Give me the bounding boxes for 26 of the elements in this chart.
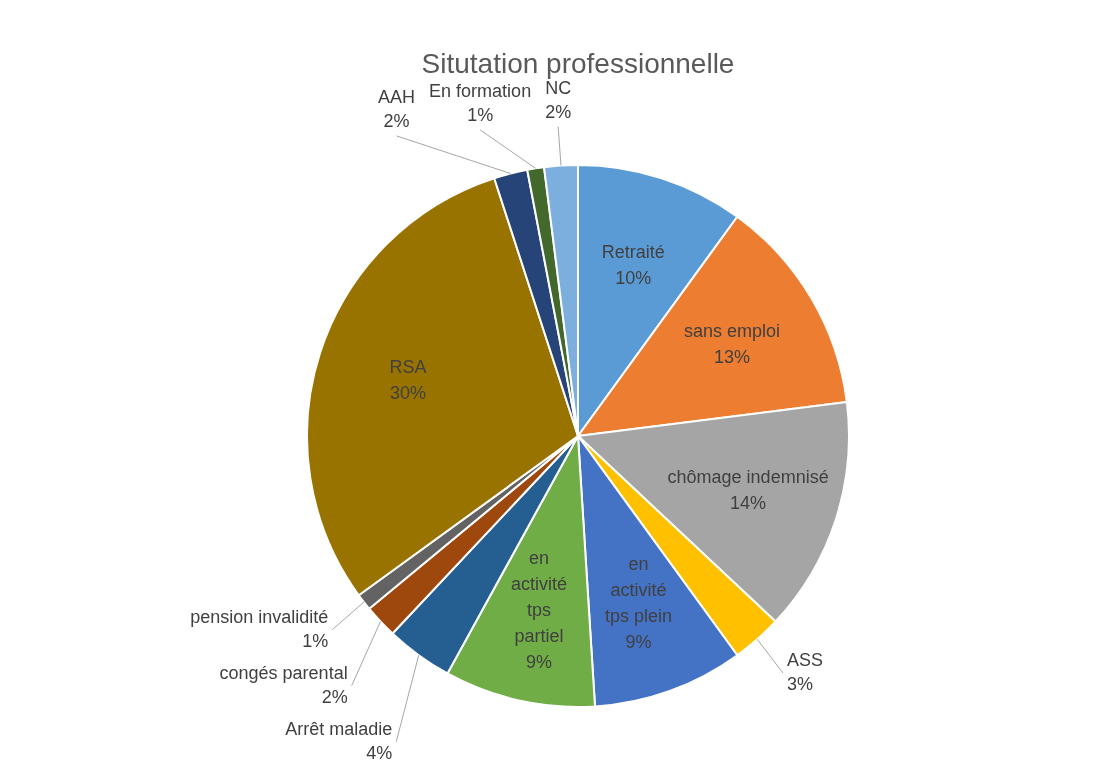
data-label: 2%: [321, 686, 348, 707]
slice-label: AAH: [378, 86, 416, 107]
data-label: 10%: [615, 267, 652, 288]
slice-label: en activité tps partiel: [510, 547, 567, 646]
slice-label: pension invalidité: [190, 606, 329, 627]
slice-label: Retraité: [601, 241, 665, 262]
data-label: 30%: [389, 382, 426, 403]
data-label: 1%: [302, 630, 329, 651]
chart-title: Situtation professionnelle: [421, 47, 735, 79]
slice-label: congés parental: [219, 662, 348, 683]
data-label: 13%: [713, 346, 750, 367]
data-label: 2%: [545, 101, 572, 122]
data-label: 1%: [467, 104, 494, 125]
slice-label: ASS: [786, 650, 824, 670]
slice-label: RSA: [389, 356, 427, 377]
data-label: 3%: [786, 674, 813, 694]
slice-label: chômage indemnisé: [667, 467, 829, 488]
slice-label: sans emploi: [683, 320, 780, 341]
data-label: 2%: [383, 110, 410, 131]
slice-label: en activité tps plein: [605, 554, 673, 627]
data-label: 4%: [366, 742, 393, 763]
data-label: 14%: [730, 493, 767, 514]
data-label: 9%: [625, 632, 652, 653]
data-label: 9%: [525, 651, 552, 672]
slice-label: Arrêt maladie: [285, 718, 393, 739]
slice-label: En formation: [429, 80, 532, 101]
